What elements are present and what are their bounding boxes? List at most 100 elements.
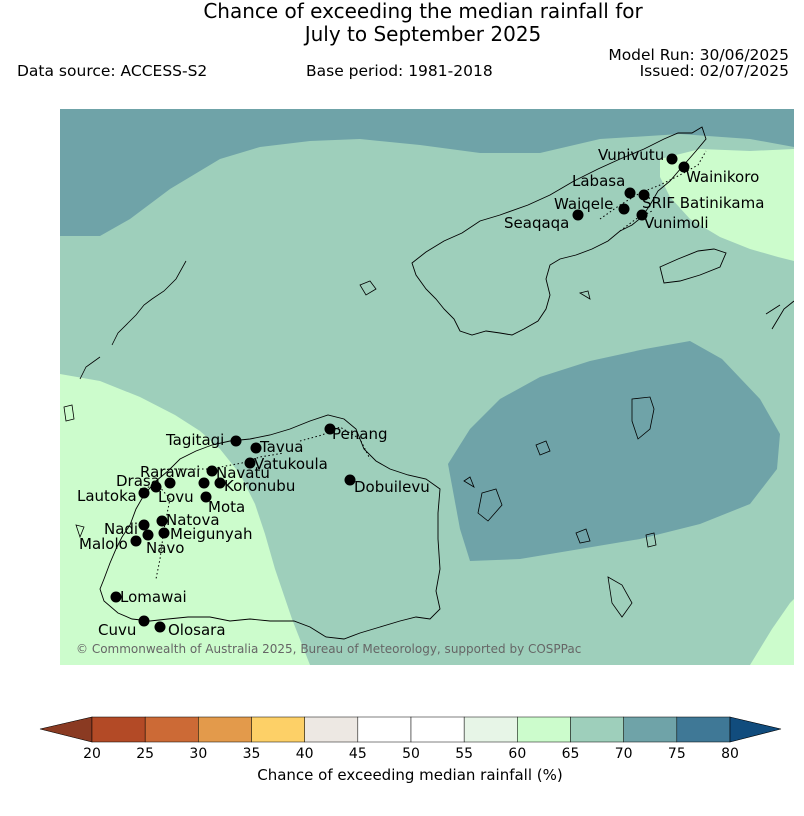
town-marker [138, 615, 150, 627]
rainfall-map: Vunivutu Wainikoro Labasa SRIF Batinikam… [60, 109, 794, 665]
town-marker [324, 423, 336, 435]
town-label-vunivutu: Vunivutu [598, 146, 664, 164]
colorbar-tick-label: 65 [562, 746, 580, 762]
town-marker [150, 481, 162, 493]
colorbar-over-arrow [729, 716, 782, 743]
town-label-vunimoli: Vunimoli [644, 214, 709, 232]
colorbar-tick-label: 45 [349, 746, 367, 762]
colorbar-bin [676, 716, 731, 743]
town-markers [110, 153, 690, 633]
colorbar-tick-label: 80 [721, 746, 739, 762]
coast-vanua-levu [411, 126, 707, 336]
coast-viti-levu [99, 414, 441, 640]
copyright-credit: © Commonwealth of Australia 2025, Bureau… [76, 642, 581, 656]
town-marker [572, 209, 584, 221]
town-marker [154, 621, 166, 633]
town-marker [142, 529, 154, 541]
town-marker [206, 465, 218, 477]
town-label-tagitagi: Tagitagi [165, 431, 224, 449]
town-marker [344, 474, 356, 486]
coast-taveuni [659, 248, 727, 284]
colorbar-bin [251, 716, 305, 743]
data-source: Data source: ACCESS-S2 [17, 62, 208, 80]
town-marker [636, 209, 648, 221]
town-marker [230, 435, 242, 447]
town-marker [678, 161, 690, 173]
colorbar-ticks: 20 25 30 35 40 45 50 55 60 65 70 75 80 [83, 746, 739, 762]
town-label-lautoka: Lautoka [77, 487, 137, 505]
town-label-meigunyah: Meigunyah [170, 525, 252, 543]
colorbar-tick-label: 55 [455, 746, 473, 762]
town-marker [624, 187, 636, 199]
model-run: Model Run: 30/06/2025 [608, 46, 789, 64]
town-marker [638, 189, 650, 201]
coast-yasawa-chain [79, 260, 187, 380]
town-label-navatu: Navatu [216, 464, 270, 482]
colorbar-bin [570, 716, 624, 743]
district-boundaries [139, 150, 707, 580]
town-label-olosara: Olosara [168, 621, 226, 639]
town-label-seaqaqa: Seaqaqa [504, 214, 569, 232]
zone-60-65-southwest [60, 374, 310, 665]
colorbar: 20 25 30 35 40 45 50 55 60 65 70 75 80 [39, 716, 782, 762]
coast-lau-islands [63, 280, 657, 548]
colorbar-label: Chance of exceeding median rainfall (%) [257, 766, 563, 784]
colorbar-tick-label: 25 [136, 746, 154, 762]
town-label-tavua: Tavua [259, 438, 303, 456]
title-line-2: July to September 2025 [304, 22, 542, 46]
colorbar-tick-label: 70 [615, 746, 633, 762]
coast-kadavu [477, 396, 655, 618]
colorbar-bin [198, 716, 252, 743]
colorbar-tick-label: 60 [508, 746, 526, 762]
zone-70-75-north [60, 109, 794, 236]
zone-60-65-northeast [660, 149, 794, 261]
town-label-labasa: Labasa [572, 172, 625, 190]
town-label-natova: Natova [166, 511, 220, 529]
town-marker [198, 477, 210, 489]
town-label-vatukoula: Vatukoula [254, 455, 328, 473]
colorbar-bin [463, 716, 518, 743]
town-marker [156, 515, 168, 527]
town-label-lomawai: Lomawai [120, 588, 187, 606]
town-label-navo: Navo [146, 539, 184, 557]
town-label-waiqele: Waiqele [554, 195, 613, 213]
town-marker [138, 487, 150, 499]
zone-60-65-southeast [750, 599, 794, 665]
coast-northeast-reef [765, 300, 794, 330]
town-label-nadi: Nadi [104, 520, 138, 538]
town-marker [244, 457, 256, 469]
colorbar-bin [357, 716, 412, 743]
town-label-koronubu: Koronubu [224, 477, 295, 495]
town-marker [130, 535, 142, 547]
town-label-cuvu: Cuvu [98, 621, 136, 639]
colorbar-tick-label: 20 [83, 746, 101, 762]
town-label-dobuilevu: Dobuilevu [354, 478, 430, 496]
town-label-wainikoro: Wainikoro [686, 168, 759, 186]
colorbar-bin [91, 716, 146, 743]
colorbar-tick-label: 50 [402, 746, 420, 762]
town-marker [110, 591, 122, 603]
colorbar-tick-label: 40 [296, 746, 314, 762]
issued-date: Issued: 02/07/2025 [639, 62, 789, 80]
town-marker [138, 519, 150, 531]
town-label-drasa: Drasa [116, 472, 160, 490]
base-period: Base period: 1981-2018 [306, 62, 493, 80]
town-label-mota: Mota [208, 498, 245, 516]
town-label-srif-batinikama: SRIF Batinikama [642, 194, 764, 212]
colorbar-tick-label: 75 [668, 746, 686, 762]
colorbar-bins [91, 716, 731, 743]
colorbar-tick-label: 30 [189, 746, 207, 762]
town-label-rarawai: Rarawai [140, 463, 200, 481]
town-label-malolo: Malolo [79, 535, 128, 553]
town-marker [200, 491, 212, 503]
town-marker [164, 477, 176, 489]
colorbar-bin [304, 716, 359, 743]
town-marker [214, 477, 226, 489]
colorbar-bin [144, 716, 199, 743]
colorbar-bin [623, 716, 678, 743]
title-line-1: Chance of exceeding the median rainfall … [203, 0, 643, 23]
town-label-penang: Penang [332, 425, 387, 443]
colorbar-under-arrow [39, 716, 93, 743]
colorbar-bin [517, 716, 571, 743]
town-labels: Vunivutu Wainikoro Labasa SRIF Batinikam… [77, 146, 764, 639]
